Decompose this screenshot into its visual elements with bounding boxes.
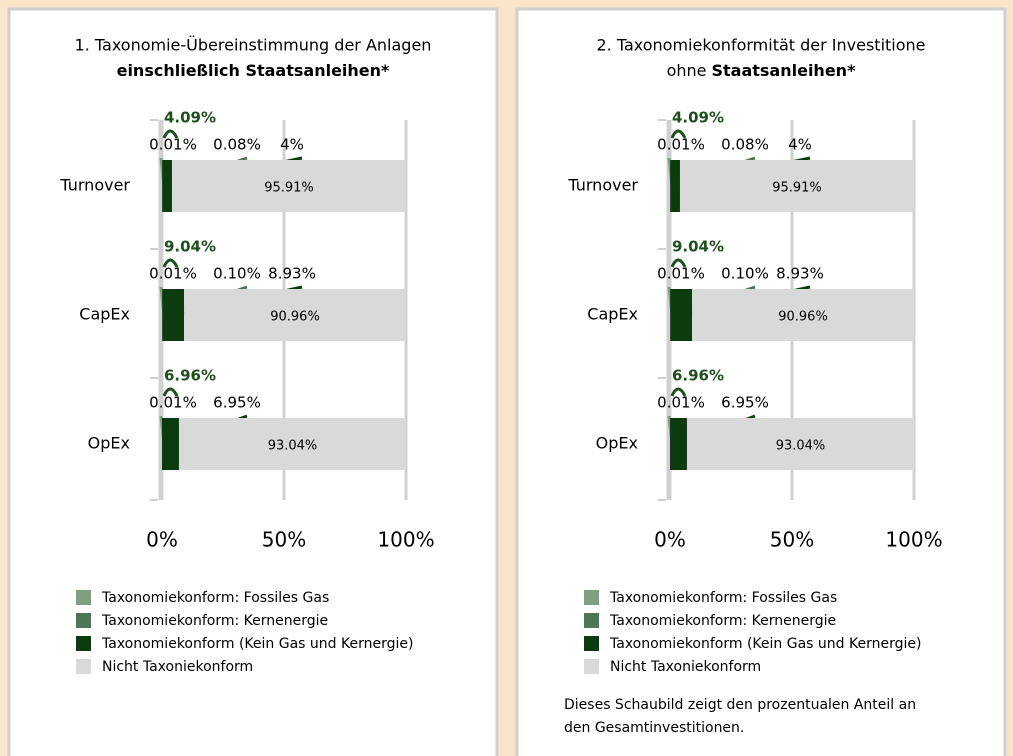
category-label: OpEx [596,434,638,453]
bar-segment [162,289,185,341]
segment-label: 95.91% [772,181,822,196]
bar-segment [670,418,687,470]
segment-label: 8.93% [268,265,316,283]
segment-label: 90.96% [778,310,828,325]
legend-swatch [584,613,599,628]
segment-label: 0.01% [149,136,197,154]
segment-label: 93.04% [268,439,318,454]
x-tick-label: 100% [885,528,942,552]
category-label: CapEx [79,305,130,324]
bar-segment [162,160,172,212]
x-tick-label: 50% [770,528,814,552]
x-tick-label: 0% [654,528,686,552]
legend-label: Taxonomiekonform: Fossiles Gas [609,590,837,606]
legend-label: Nicht Taxoniekonform [610,659,761,675]
legend-swatch [584,590,599,605]
bar-segment [178,418,406,470]
segment-label: 0.01% [657,265,705,283]
segment-label: 8.93% [776,265,824,283]
total-bracket [670,129,687,139]
bar-segment [692,289,914,341]
segment-label: 4% [788,136,812,154]
chart-subtitle: ohne Staatsanleihen* [667,61,857,80]
segment-label: 4% [280,136,304,154]
total-label: 9.04% [164,238,216,256]
category-label: Turnover [567,176,638,195]
legend-label: Taxonomiekonform: Kernenergie [101,613,328,629]
x-tick-label: 0% [146,528,178,552]
bar-segment [679,160,914,212]
legend-swatch [584,659,599,674]
legend-label: Taxonomiekonform (Kein Gas und Kernergie… [609,636,921,652]
segment-label: 0.01% [657,394,705,412]
total-bracket [670,387,687,397]
bar-segment [670,160,680,212]
segment-label: 0.10% [213,265,261,283]
segment-label: 90.96% [270,310,320,325]
total-bracket [670,258,687,268]
legend-label: Taxonomiekonform (Kein Gas und Kernergie… [101,636,413,652]
bar-segment [686,418,914,470]
panel [515,7,1007,756]
legend-label: Taxonomiekonform: Fossiles Gas [101,590,329,606]
panel [7,7,499,756]
chart-title: 1. Taxonomie-Übereinstimmung der Anlagen [75,36,432,55]
bar-segment [670,289,693,341]
note: den Gesamtinvestitionen. [564,720,744,736]
segment-label: 0.01% [149,394,197,412]
subtitle-prefix: ohne [667,61,707,80]
legend-label: Taxonomiekonform: Kernenergie [609,613,836,629]
bar-segment [184,289,406,341]
bar-segment [171,160,406,212]
x-tick-label: 50% [262,528,306,552]
total-bracket [162,258,179,268]
legend-swatch [76,636,91,651]
subtitle-bold: Staatsanleihen* [711,61,856,80]
segment-label: 6.95% [721,394,769,412]
legend-swatch [76,659,91,674]
segment-label: 0.01% [149,265,197,283]
total-bracket [162,387,179,397]
segment-label: 6.95% [213,394,261,412]
category-label: OpEx [88,434,130,453]
segment-label: 0.01% [657,136,705,154]
segment-label: 95.91% [264,181,314,196]
total-label: 6.96% [164,367,216,385]
total-label: 9.04% [672,238,724,256]
segment-label: 0.08% [213,136,261,154]
segment-label: 93.04% [776,439,826,454]
legend-swatch [76,590,91,605]
chart-title: 2. Taxonomiekonformität der Investitione [596,36,925,55]
subtitle-bold: einschließlich Staatsanleihen* [117,61,390,80]
chart-subtitle: einschließlich Staatsanleihen* [117,61,390,80]
total-label: 4.09% [672,109,724,127]
total-label: 6.96% [672,367,724,385]
segment-label: 0.10% [721,265,769,283]
legend-label: Nicht Taxoniekonform [102,659,253,675]
bar-segment [162,418,179,470]
category-label: CapEx [587,305,638,324]
x-tick-label: 100% [377,528,434,552]
note: Dieses Schaubild zeigt den prozentualen … [564,697,916,713]
total-bracket [162,129,179,139]
category-label: Turnover [59,176,130,195]
legend-swatch [76,613,91,628]
legend-swatch [584,636,599,651]
segment-label: 0.08% [721,136,769,154]
total-label: 4.09% [164,109,216,127]
